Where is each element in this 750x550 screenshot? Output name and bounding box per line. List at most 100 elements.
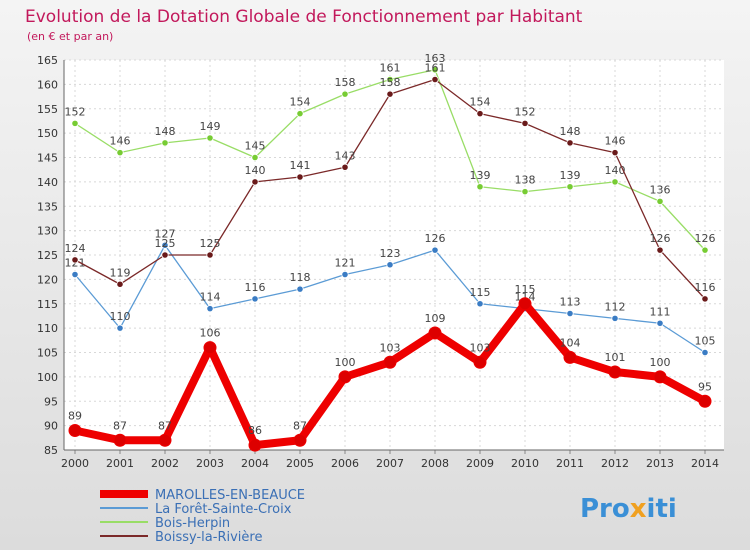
x-tick-label: 2013 — [646, 457, 674, 470]
x-tick-label: 2011 — [556, 457, 584, 470]
y-tick-label: 105 — [37, 347, 58, 360]
data-point — [473, 355, 487, 369]
data-point — [383, 355, 397, 369]
chart-title: Evolution de la Dotation Globale de Fonc… — [25, 7, 583, 27]
data-point — [611, 178, 619, 186]
data-label: 100 — [335, 356, 356, 369]
data-label: 115 — [470, 286, 491, 299]
data-point — [653, 370, 667, 384]
data-label: 140 — [605, 164, 626, 177]
data-label: 111 — [650, 305, 671, 318]
data-label: 136 — [650, 183, 671, 196]
data-point — [518, 297, 532, 311]
data-point — [116, 324, 124, 332]
data-label: 139 — [470, 169, 491, 182]
data-label: 103 — [470, 341, 491, 354]
data-label: 146 — [605, 135, 626, 148]
data-point — [476, 183, 484, 191]
data-label: 127 — [155, 227, 176, 240]
data-point — [251, 178, 259, 186]
x-tick-label: 2001 — [106, 457, 134, 470]
data-point — [566, 309, 574, 318]
data-label: 126 — [650, 232, 671, 245]
data-point — [248, 438, 262, 452]
series-1: 1211101271141161181211231261151141131121… — [65, 227, 716, 357]
data-point — [341, 90, 349, 98]
series-0: 89 87 87 106 86 87 100 103 109 103 115 104 101 100 95 — [68, 283, 712, 452]
y-tick-label: 150 — [37, 127, 58, 140]
legend-label: MAROLLES-EN-BEAUCE — [155, 488, 305, 503]
data-label: 95 — [698, 380, 712, 393]
y-tick-label: 130 — [37, 225, 58, 238]
data-label: 113 — [560, 296, 581, 309]
data-label: 103 — [380, 341, 401, 354]
y-tick-label: 120 — [37, 273, 58, 286]
data-point — [68, 424, 82, 437]
data-point — [296, 173, 304, 181]
x-tick-label: 2003 — [196, 457, 224, 470]
data-point — [338, 370, 352, 384]
data-label: 123 — [380, 247, 401, 260]
x-tick-label: 2014 — [691, 457, 719, 470]
data-point — [566, 183, 574, 191]
data-label: 115 — [515, 283, 536, 296]
data-label: 158 — [380, 76, 401, 89]
y-tick-label: 140 — [37, 176, 58, 189]
data-point — [611, 149, 619, 157]
data-point — [698, 394, 712, 408]
data-point — [71, 119, 79, 127]
axes: 85 90 95 100 105 110 115 120 125 130 135 140 145 150 1… — [37, 54, 724, 470]
data-label: 139 — [560, 169, 581, 182]
data-label: 106 — [200, 327, 221, 340]
data-point — [476, 300, 484, 308]
y-tick-label: 125 — [37, 249, 58, 262]
data-point — [521, 188, 529, 196]
data-point — [656, 246, 664, 254]
data-point — [206, 134, 214, 142]
data-point — [656, 197, 664, 205]
data-point — [293, 433, 307, 447]
x-tick-label: 2000 — [61, 457, 89, 470]
legend-label: La Forêt-Sainte-Croix — [155, 502, 292, 517]
data-point — [341, 270, 349, 279]
data-point — [566, 139, 574, 147]
data-label: 145 — [245, 140, 266, 153]
data-point — [701, 246, 709, 254]
brand-x: x — [630, 494, 647, 524]
data-label: 149 — [200, 120, 221, 133]
data-point — [701, 295, 709, 303]
brand-prefix: Pro — [580, 494, 630, 524]
brand-suffix: iti — [647, 494, 677, 524]
data-label: 152 — [515, 105, 536, 118]
y-tick-label: 160 — [37, 78, 58, 91]
data-point — [611, 314, 619, 322]
data-point — [341, 163, 349, 171]
y-tick-label: 115 — [37, 298, 58, 311]
data-point — [113, 433, 127, 447]
data-point — [206, 251, 214, 259]
data-point — [521, 119, 529, 127]
data-label: 101 — [605, 351, 626, 364]
data-label: 118 — [290, 271, 311, 284]
data-point — [386, 90, 394, 98]
data-label: 154 — [290, 96, 311, 109]
y-tick-label: 85 — [44, 444, 58, 457]
data-label: 87 — [158, 419, 172, 432]
data-label: 148 — [155, 125, 176, 138]
data-label: 100 — [650, 356, 671, 369]
y-tick-label: 90 — [44, 420, 58, 433]
data-point — [206, 305, 214, 313]
series-group: 1211101271141161181211231261151141131121… — [65, 52, 716, 452]
data-label: 138 — [515, 174, 536, 187]
data-label: 87 — [113, 419, 127, 432]
data-point — [161, 251, 169, 259]
data-point — [386, 261, 394, 269]
data-point — [431, 75, 439, 84]
data-label: 126 — [695, 232, 716, 245]
data-point — [428, 326, 442, 340]
x-tick-label: 2010 — [511, 457, 539, 470]
